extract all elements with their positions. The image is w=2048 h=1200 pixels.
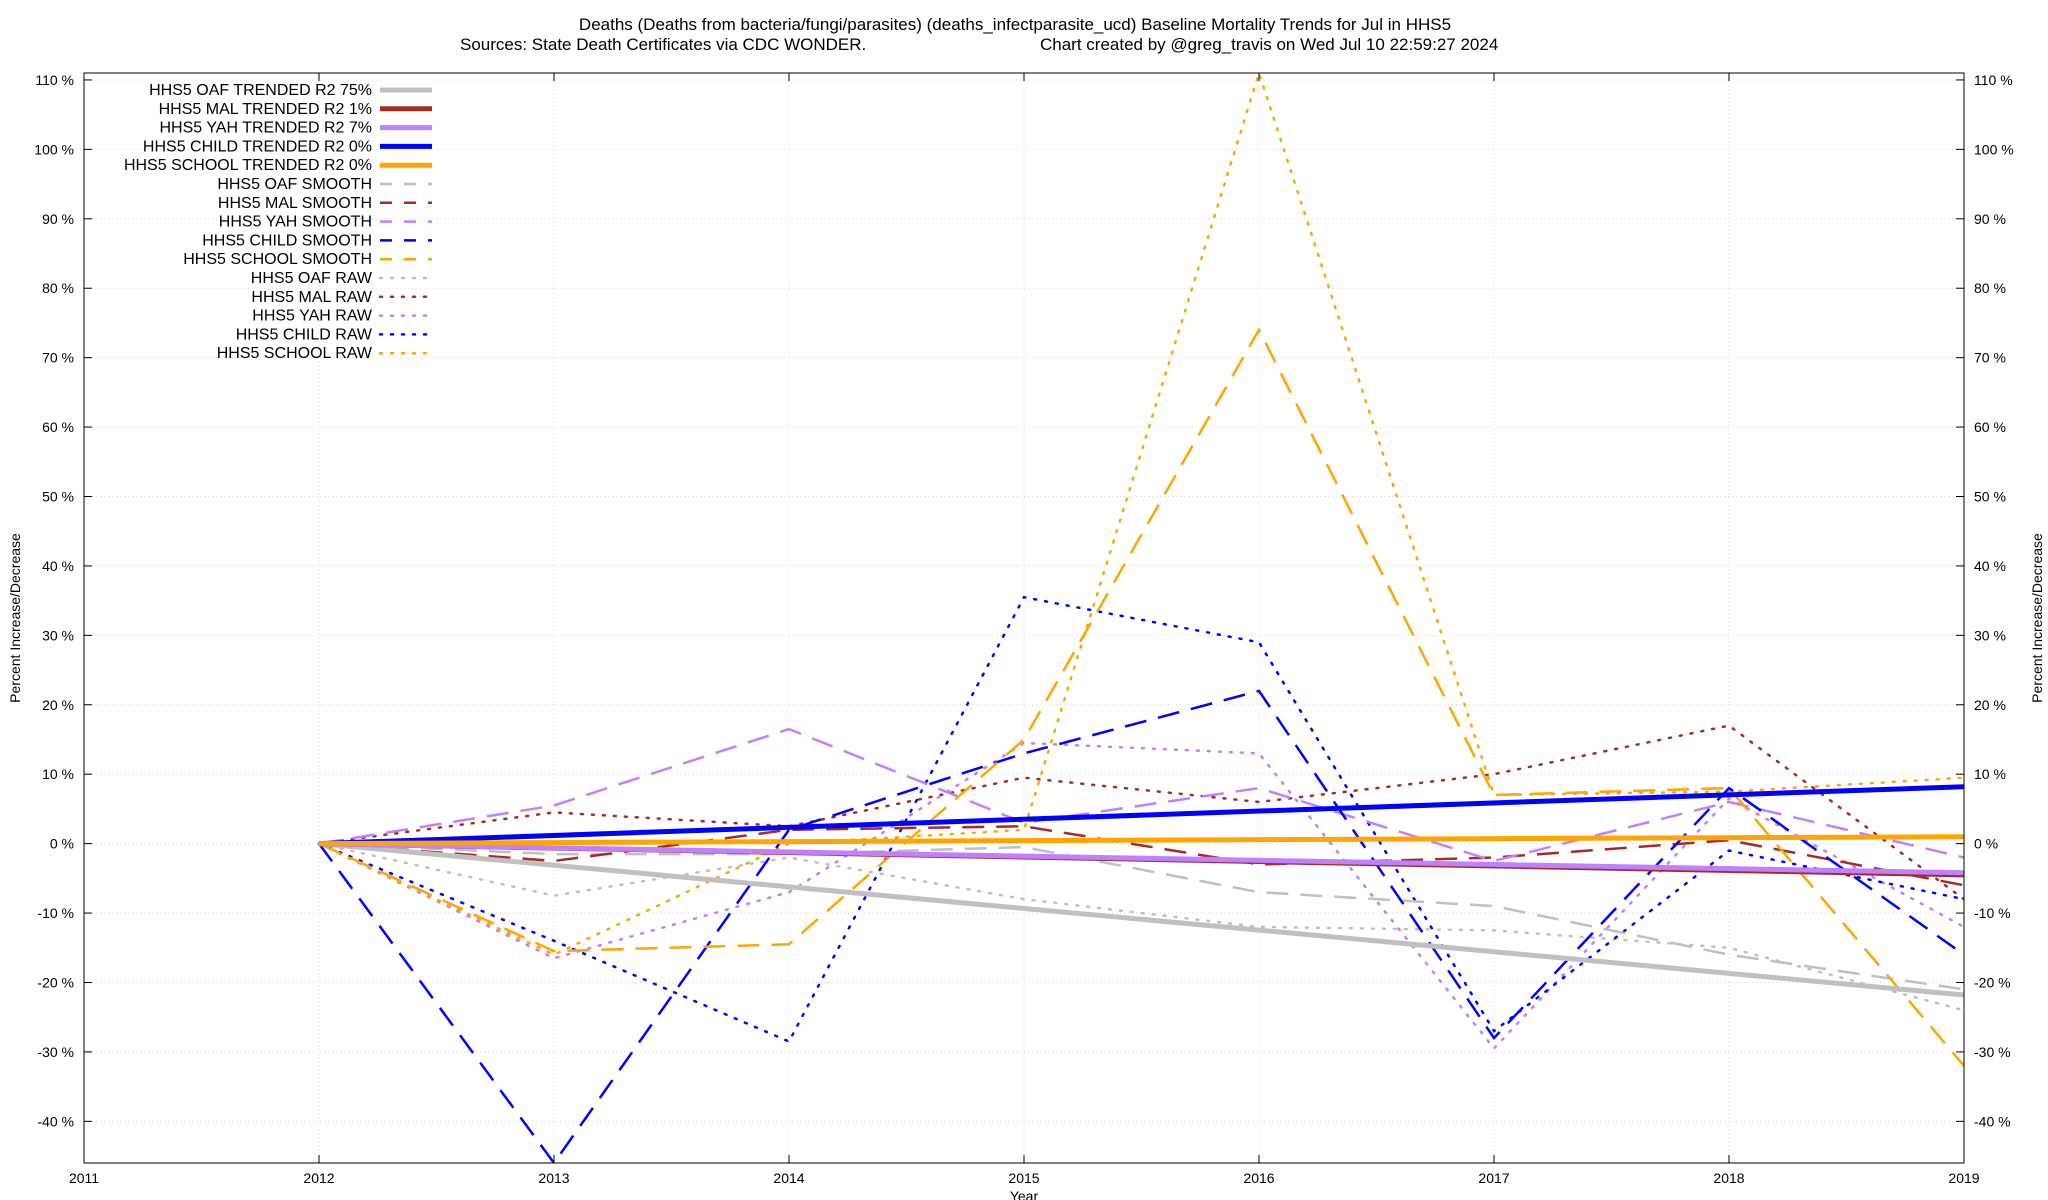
y-tick-label: -40 % <box>37 1113 74 1129</box>
y-tick-label: 20 % <box>42 697 74 713</box>
y-tick-label-right: 70 % <box>1974 350 2006 366</box>
y-tick-label-right: 10 % <box>1974 766 2006 782</box>
series-line-2 <box>318 841 1964 876</box>
y-tick-label: 70 % <box>42 350 74 366</box>
y-tick-label-right: 80 % <box>1974 280 2006 296</box>
chart-header: Deaths (Deaths from bacteria/fungi/paras… <box>460 15 1498 54</box>
y-tick-label-right: 60 % <box>1974 419 2006 435</box>
legend-label-8: HHS5 CHILD SMOOTH <box>202 232 372 249</box>
y-tick-label: 0 % <box>50 836 74 852</box>
x-tick-label: 2019 <box>1948 1170 1979 1186</box>
y-tick-label-right: 0 % <box>1974 836 1998 852</box>
legend: HHS5 OAF TRENDED R2 75% HHS5 MAL TRENDED … <box>124 82 434 362</box>
y-tick-label-right: 100 % <box>1974 141 2014 157</box>
legend-label-4: HHS5 SCHOOL TRENDED R2 0% <box>124 157 372 174</box>
series-line-6 <box>318 825 1964 887</box>
y-tick-label: 30 % <box>42 627 74 643</box>
legend-label-1: HHS5 MAL TRENDED R2 1% <box>159 101 372 118</box>
legend-label-10: HHS5 OAF RAW <box>251 270 373 287</box>
x-tick-label: 2017 <box>1478 1170 1509 1186</box>
legend-label-2: HHS5 YAH TRENDED R2 7% <box>159 120 372 137</box>
legend-label-13: HHS5 CHILD RAW <box>236 326 373 343</box>
chart-title: Deaths (Deaths from bacteria/fungi/paras… <box>579 15 1451 34</box>
y-tick-label: -10 % <box>37 905 74 921</box>
y-tick-label: 60 % <box>42 419 74 435</box>
y-tick-label: 80 % <box>42 280 74 296</box>
y-tick-label: 10 % <box>42 766 74 782</box>
y-tick-label: -20 % <box>37 974 74 990</box>
y-axis-label-right: Percent Increase/Decrease <box>2029 533 2045 703</box>
y-tick-label-right: -40 % <box>1974 1113 2011 1129</box>
legend-label-5: HHS5 OAF SMOOTH <box>217 176 372 193</box>
y-tick-label-right: -30 % <box>1974 1044 2011 1060</box>
x-tick-label: 2016 <box>1243 1170 1274 1186</box>
series-line-0 <box>318 841 1964 998</box>
x-tick-label: 2011 <box>69 1170 99 1186</box>
legend-label-3: HHS5 CHILD TRENDED R2 0% <box>143 138 372 155</box>
series-line-7 <box>318 727 1964 863</box>
y-tick-label-right: -10 % <box>1974 905 2011 921</box>
x-tick-label: 2012 <box>303 1170 334 1186</box>
series-line-11 <box>317 724 1964 901</box>
legend-label-6: HHS5 MAL SMOOTH <box>218 195 372 212</box>
series-line-8 <box>317 689 1964 1163</box>
y-tick-label: 50 % <box>42 489 74 505</box>
x-axis-label: Year <box>1010 1188 1039 1200</box>
x-tick-label: 2014 <box>773 1170 804 1186</box>
y-tick-label: 100 % <box>34 141 74 157</box>
y-tick-label-right: 90 % <box>1974 211 2006 227</box>
series-line-14 <box>317 73 1964 957</box>
series-line-5 <box>318 842 1964 991</box>
legend-label-12: HHS5 YAH RAW <box>252 308 373 325</box>
series-line-9 <box>318 327 1964 1067</box>
chart-subtitle-left: Sources: State Death Certificates via CD… <box>460 35 866 54</box>
legend-label-9: HHS5 SCHOOL SMOOTH <box>183 251 372 268</box>
y-tick-label: -30 % <box>37 1044 74 1060</box>
x-tick-label: 2015 <box>1008 1170 1039 1186</box>
series-group <box>317 73 1964 1163</box>
series-line-10 <box>317 842 1964 1012</box>
series-line-3 <box>318 784 1964 847</box>
y-tick-label: 110 % <box>35 72 74 88</box>
legend-label-11: HHS5 MAL RAW <box>251 289 373 306</box>
y-tick-label: 40 % <box>42 558 74 574</box>
y-tick-label-right: 110 % <box>1974 72 2013 88</box>
y-axis-label-left: Percent Increase/Decrease <box>7 533 23 703</box>
chart-subtitle-right: Chart created by @greg_travis on Wed Jul… <box>1040 35 1498 54</box>
y-tick-label-right: 20 % <box>1974 697 2006 713</box>
y-tick-label-right: 50 % <box>1974 489 2006 505</box>
y-tick-label-right: 30 % <box>1974 627 2006 643</box>
legend-label-14: HHS5 SCHOOL RAW <box>217 345 373 362</box>
y-tick-label: 90 % <box>42 211 74 227</box>
legend-label-7: HHS5 YAH SMOOTH <box>219 214 372 231</box>
x-tick-label: 2018 <box>1713 1170 1744 1186</box>
series-line-4 <box>318 834 1964 847</box>
y-tick-label-right: -20 % <box>1974 974 2011 990</box>
y-tick-label-right: 40 % <box>1974 558 2006 574</box>
legend-label-0: HHS5 OAF TRENDED R2 75% <box>149 82 372 99</box>
x-tick-label: 2013 <box>538 1170 569 1186</box>
axis-ticks: -40 % -40 % -30 % -30 % -20 % -20 % -10 % -10 %… <box>34 72 2013 1186</box>
series-line-13 <box>317 595 1964 1044</box>
